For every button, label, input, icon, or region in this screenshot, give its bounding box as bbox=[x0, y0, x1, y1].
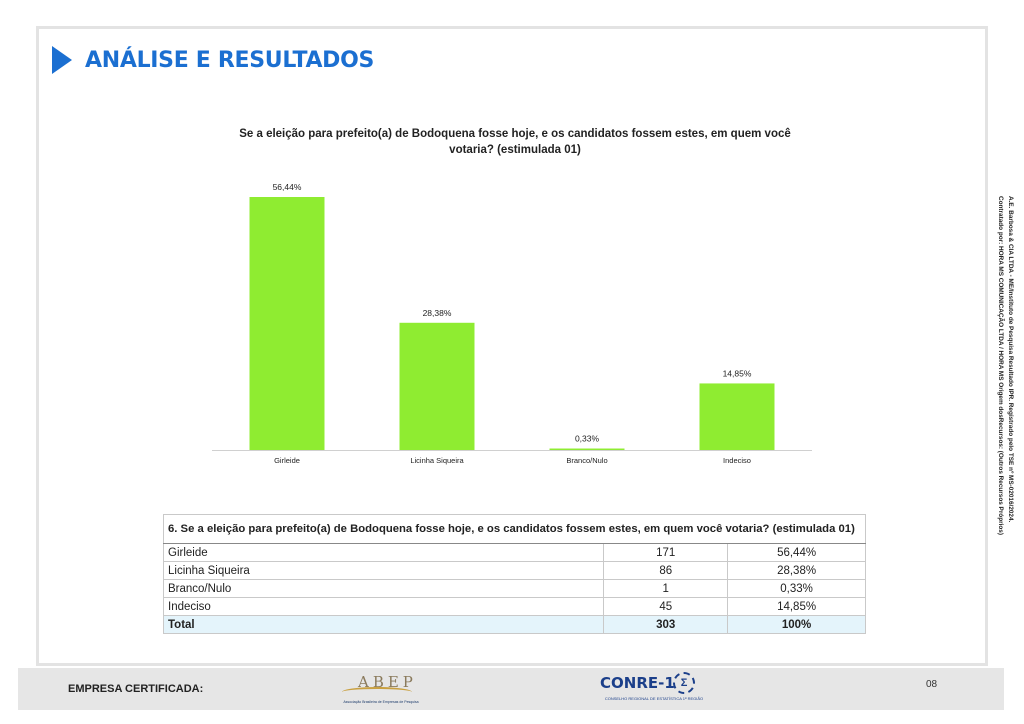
conre-sigma-gear-icon: Σ bbox=[673, 672, 695, 694]
play-triangle-icon bbox=[52, 46, 72, 74]
registration-note-line1: A.E. Barbosa & CIA LTDA - ME/Instituto d… bbox=[1007, 196, 1014, 523]
table-question: 6. Se a eleição para prefeito(a) de Bodo… bbox=[163, 514, 866, 544]
total-label: Total bbox=[162, 615, 605, 634]
bar-branco-nulo bbox=[549, 448, 625, 450]
row-percent: 14,85% bbox=[727, 597, 866, 616]
conre-logo-text: CONRE-1 bbox=[600, 674, 675, 692]
registration-note: A.E. Barbosa & CIA LTDA - ME/Instituto d… bbox=[993, 196, 1015, 535]
certified-label: EMPRESA CERTIFICADA: bbox=[68, 683, 204, 695]
bar-licinha-siqueira bbox=[399, 322, 475, 450]
row-count: 86 bbox=[603, 561, 729, 580]
total-percent: 100% bbox=[727, 615, 866, 634]
category-tick-label: Indeciso bbox=[723, 456, 751, 465]
category-tick-label: Branco/Nulo bbox=[566, 456, 607, 465]
row-count: 171 bbox=[603, 543, 729, 562]
row-percent: 56,44% bbox=[727, 543, 866, 562]
abep-logo: ABEP Associação Brasileira de Empresas d… bbox=[336, 673, 426, 705]
section-header: ANÁLISE E RESULTADOS bbox=[52, 44, 374, 76]
page-number: 08 bbox=[926, 679, 938, 690]
bar-value-label: 56,44% bbox=[273, 182, 302, 192]
row-label: Licinha Siqueira bbox=[162, 561, 605, 580]
table-question-row: 6. Se a eleição para prefeito(a) de Bodo… bbox=[163, 514, 866, 544]
abep-logo-subtitle: Associação Brasileira de Empresas de Pes… bbox=[343, 700, 419, 704]
table-row: Indeciso 45 14,85% bbox=[162, 597, 866, 616]
chart-title: Se a eleição para prefeito(a) de Bodoque… bbox=[239, 128, 791, 156]
bar-chart: 56,44% Girleide 28,38% Licinha Siqueira 0,33… bbox=[212, 182, 812, 465]
conre-logo-subtitle: CONSELHO REGIONAL DE ESTATÍSTICA 1ª REGI… bbox=[604, 696, 704, 701]
registration-note-line2: Contratado por: HORA MS COMUNICAÇÃO LTDA… bbox=[997, 196, 1004, 535]
abep-swoosh-icon bbox=[342, 687, 412, 697]
conre-logo: CONRE-1 Σ CONSELHO REGIONAL DE ESTATÍSTI… bbox=[598, 672, 718, 708]
section-title: ANÁLISE E RESULTADOS bbox=[85, 47, 375, 73]
row-percent: 0,33% bbox=[727, 579, 866, 598]
table-row: Licinha Siqueira 86 28,38% bbox=[162, 561, 866, 580]
results-table: 6. Se a eleição para prefeito(a) de Bodo… bbox=[162, 514, 866, 634]
row-label: Girleide bbox=[162, 543, 605, 562]
bar-indeciso bbox=[699, 383, 775, 450]
table-row: Girleide 171 56,44% bbox=[162, 543, 866, 562]
row-count: 1 bbox=[603, 579, 729, 598]
abep-logo-text: ABEP bbox=[358, 673, 417, 691]
row-label: Indeciso bbox=[162, 597, 605, 616]
bar-girleide bbox=[249, 197, 325, 450]
footer-bar: EMPRESA CERTIFICADA: ABEP Associação Bra… bbox=[18, 668, 1004, 710]
bar-value-label: 28,38% bbox=[423, 308, 452, 318]
row-label: Branco/Nulo bbox=[162, 579, 605, 598]
category-tick-label: Licinha Siqueira bbox=[410, 456, 464, 465]
category-tick-label: Girleide bbox=[274, 456, 300, 465]
row-percent: 28,38% bbox=[727, 561, 866, 580]
table-row: Branco/Nulo 1 0,33% bbox=[162, 579, 866, 598]
total-count: 303 bbox=[603, 615, 729, 634]
table-total-row: Total 303 100% bbox=[162, 615, 866, 634]
row-count: 45 bbox=[603, 597, 729, 616]
bar-value-label: 14,85% bbox=[723, 368, 752, 378]
bar-value-label: 0,33% bbox=[575, 434, 600, 444]
